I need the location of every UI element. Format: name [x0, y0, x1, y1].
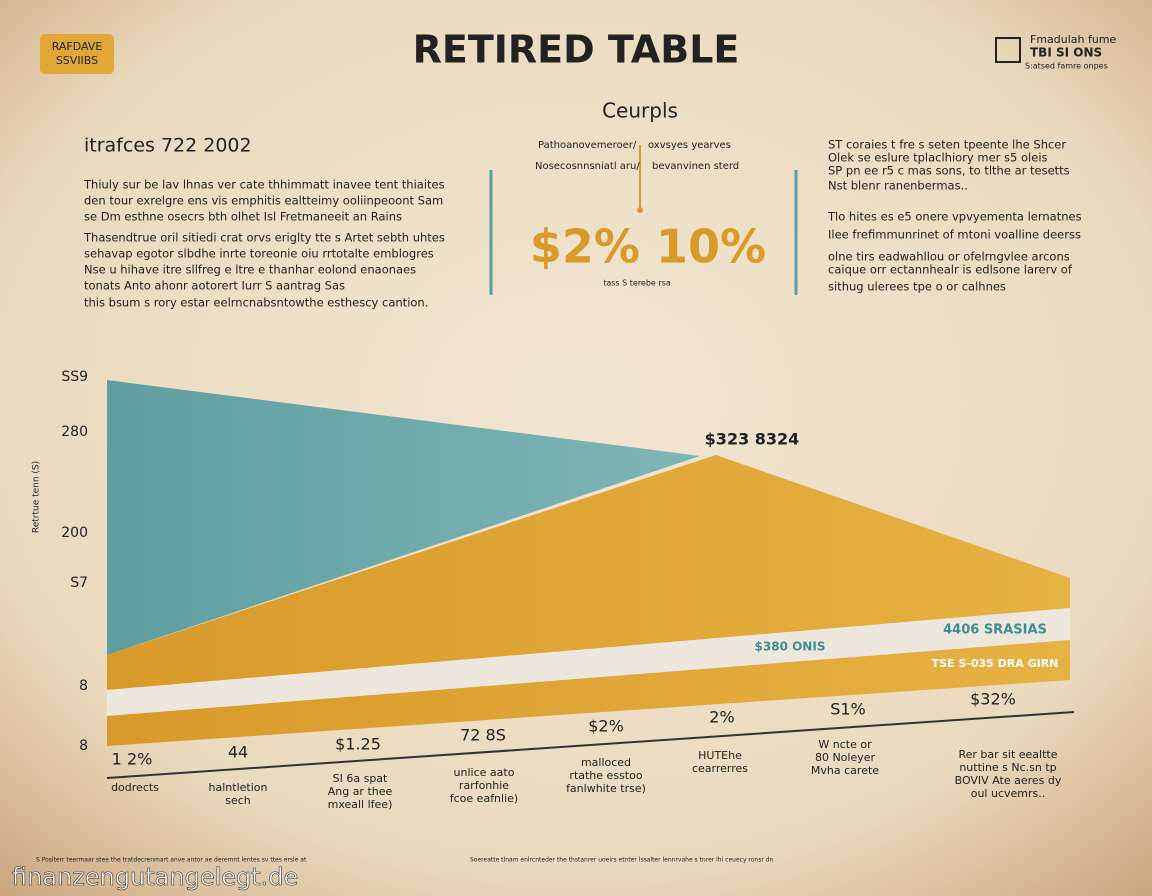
paragraph-line: Nst blenr ranenbermas..: [828, 179, 968, 193]
caption: 80 Noleyer: [815, 751, 876, 764]
big-stat: $2% 10%: [530, 220, 766, 274]
value-label: 1 2%: [112, 750, 153, 769]
caption: Ang ar thee: [328, 785, 393, 798]
badge-text: RAFDAVE: [52, 40, 103, 53]
center-text: Pathoanovemeroer/: [538, 140, 637, 151]
paragraph-line: SP pn ee r5 c mas sons, to tlthe ar tese…: [828, 164, 1070, 178]
y-label: 8: [79, 738, 88, 754]
logo-text: Fmadulah fume: [1030, 33, 1117, 46]
caption: rtathe esstoo: [569, 769, 642, 782]
teal-area: [107, 380, 700, 655]
caption: oul ucvemrs..: [971, 787, 1046, 800]
paragraph-line: se Dm esthne osecrs bth olhet Isl Fretma…: [84, 210, 402, 224]
paragraph-line: Olek se eslure tplaclhiory mer s5 oleis: [828, 151, 1048, 165]
caption: nuttine s Nc.sn tp: [959, 761, 1056, 774]
paragraph-line: this bsum s rory estar eelrncnabsntowthe…: [84, 296, 428, 310]
annotation: 4406 SRASIAS: [943, 623, 1047, 638]
gold-band: [107, 640, 1070, 746]
center-text: bevanvinen sterd: [652, 161, 739, 172]
caption: malloced: [581, 756, 631, 769]
caption: halntletion: [209, 781, 268, 794]
paragraph-line: den tour exrelgre ens vis emphitis ealtt…: [84, 194, 443, 208]
footer-text: Soereatte tlnam enlrcnteder the thstanre…: [470, 857, 774, 864]
caption: cearrerres: [692, 762, 748, 775]
title: RETIRED TABLE: [413, 28, 740, 72]
paragraph-line: Tlo hites es e5 onere vpvyementa lernatn…: [827, 210, 1082, 224]
y-label: 280: [61, 424, 88, 440]
paragraph-line: sithug ulerees tpe o or calhnes: [828, 280, 1006, 294]
caption: unlice aato: [454, 766, 515, 779]
annotation: $380 ONIS: [755, 640, 826, 654]
annotation: $323 8324: [705, 430, 800, 449]
value-label: 2%: [709, 708, 734, 727]
gold-area: [107, 455, 1070, 690]
axis-title: Retrtue tenn (S): [32, 461, 42, 533]
right-paragraph: ST coraies t fre s seten tpeente lhe Shc…: [827, 138, 1082, 294]
paragraph-line: caique orr ectannhealr is edlsone larerv…: [828, 263, 1073, 277]
footer-text: S Poslterr teermaar stee the tratdecrenm…: [36, 857, 307, 864]
center-text: oxvsyes yearves: [648, 140, 731, 151]
paragraph-line: olne tirs eadwahllou or ofelrngvlee arco…: [828, 250, 1070, 264]
dot: [637, 207, 643, 213]
badge: [40, 34, 114, 74]
paragraph-line: tonats Anto ahonr aotorert Iurr S aantra…: [84, 279, 345, 293]
paragraph-line: Thasendtrue oril sitiedi crat orvs erigl…: [83, 231, 445, 245]
caption: fcoe eafnlie): [450, 792, 518, 805]
caption: BOVIV Ate aeres dy: [955, 774, 1062, 787]
y-label: S7: [70, 575, 88, 591]
logo-text: TBI SI ONS: [1030, 46, 1102, 60]
y-label: SS9: [61, 369, 88, 385]
value-label: 44: [228, 743, 248, 762]
paragraph-line: sehavap egotor slbdhe inrte toreonie oiu…: [84, 247, 434, 261]
watermark: finanzengutangelegt.de: [12, 863, 298, 891]
paragraph-line: Thiuly sur be lav lhnas ver cate thhimma…: [83, 178, 445, 192]
value-label: $1.25: [335, 735, 381, 754]
caption: rarfonhie: [459, 779, 509, 792]
baseline: [106, 711, 1075, 779]
value-label: 72 8S: [460, 726, 506, 745]
logo-text: S:atsed famre onpes: [1025, 62, 1108, 71]
badge-text: SSVIIBS: [56, 54, 98, 67]
annotation: TSE S-035 DRA GIRN: [932, 657, 1059, 670]
caption: Mvha carete: [811, 764, 879, 777]
center-text: Nosecosnnsniatl aru/: [535, 161, 640, 172]
left-paragraph: Thiuly sur be lav lhnas ver cate thhimma…: [83, 178, 445, 310]
caption: sech: [225, 794, 251, 807]
logo-icon: [995, 37, 1021, 63]
caption: W ncte or: [818, 738, 872, 751]
caption: fanlwhite trse): [566, 782, 646, 795]
caption: SI 6a spat: [333, 772, 388, 785]
caption: mxeall lfee): [328, 798, 393, 811]
center-caption: tass S terebe rsa: [603, 279, 671, 288]
paragraph-line: Nse u hihave itre sllfreg e ltre e thanh…: [84, 263, 416, 277]
chart-labels: SS9 280 200 S7 8 8 $323 8324 4406 SRASIAS $380 O…: [61, 369, 1062, 811]
left-heading: itrafces 722 2002: [84, 135, 252, 157]
y-label: 8: [79, 678, 88, 694]
value-label: S1%: [830, 700, 866, 719]
caption: HUTEhe: [698, 749, 742, 762]
white-band: [107, 608, 1070, 716]
subtitle: Ceurpls: [602, 99, 678, 123]
value-label: $2%: [588, 717, 624, 736]
value-label: $32%: [970, 690, 1016, 709]
paragraph-line: ST coraies t fre s seten tpeente lhe Shc…: [828, 138, 1066, 152]
y-label: 200: [61, 525, 88, 541]
caption: dodrects: [111, 781, 159, 794]
paragraph-line: Ilee frefimmunrinet of mtoni voalline de…: [828, 228, 1081, 242]
caption: Rer bar sit eealtte: [959, 748, 1058, 761]
